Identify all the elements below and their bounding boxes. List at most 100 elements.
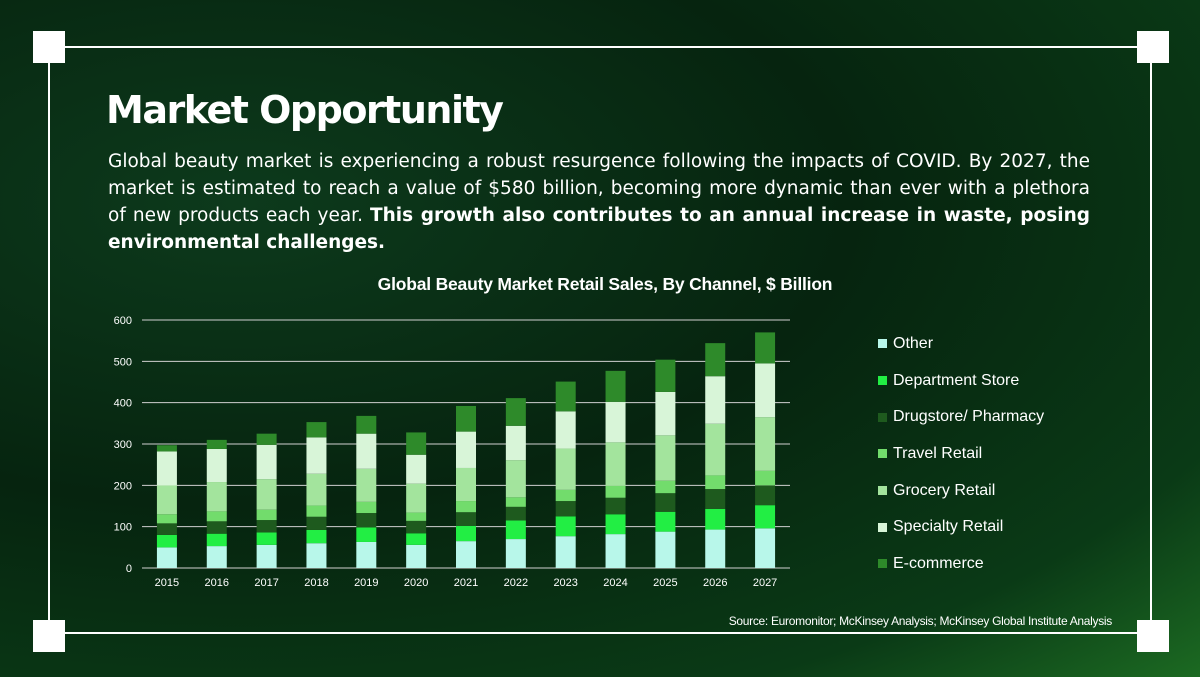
bar-segment-grocery-retail-2024 <box>605 442 626 486</box>
bar-segment-e-commerce-2023 <box>555 381 576 412</box>
corner-square-top-right <box>1137 31 1169 63</box>
bar-segment-grocery-retail-2016 <box>206 482 227 512</box>
bar-segment-specialty-retail-2023 <box>555 411 576 449</box>
y-tick-label: 600 <box>114 315 132 327</box>
y-tick-label: 0 <box>126 563 132 575</box>
bar-segment-specialty-retail-2017 <box>256 444 277 480</box>
legend-item: Department Store <box>878 362 1044 400</box>
bar-segment-grocery-retail-2020 <box>406 483 427 513</box>
x-tick-label: 2016 <box>205 577 229 589</box>
bar-segment-e-commerce-2017 <box>256 433 277 445</box>
bar-segment-department-store-2025 <box>655 511 676 532</box>
bar-segment-other-2023 <box>555 536 576 568</box>
bar-segment-other-2017 <box>256 544 277 568</box>
bar-segment-department-store-2019 <box>356 527 377 542</box>
bar-segment-drugstore-pharmacy-2022 <box>505 506 526 521</box>
legend-label: Travel Retail <box>893 444 983 462</box>
y-tick-label: 200 <box>114 480 132 492</box>
bar-segment-e-commerce-2020 <box>406 432 427 455</box>
bar-segment-other-2015 <box>156 547 177 568</box>
legend-swatch <box>878 449 887 459</box>
bar-segment-e-commerce-2016 <box>206 439 227 449</box>
bar-segment-other-2019 <box>356 541 377 568</box>
bar-segment-specialty-retail-2016 <box>206 448 227 483</box>
description-bold: This growth also contributes to an annua… <box>108 205 1090 253</box>
bar-segment-other-2016 <box>206 546 227 568</box>
bar-segment-department-store-2018 <box>306 529 327 544</box>
bar-segment-drugstore-pharmacy-2026 <box>705 489 726 509</box>
bar-segment-drugstore-pharmacy-2024 <box>605 497 626 515</box>
bar-segment-drugstore-pharmacy-2021 <box>456 512 476 526</box>
legend-label: Specialty Retail <box>893 518 1004 536</box>
bar-segment-travel-retail-2018 <box>306 505 327 517</box>
bar-segment-department-store-2024 <box>605 514 626 535</box>
bar-segment-drugstore-pharmacy-2020 <box>406 520 427 534</box>
x-tick-label: 2022 <box>504 577 528 589</box>
bar-segment-drugstore-pharmacy-2016 <box>206 521 227 534</box>
x-tick-label: 2026 <box>703 577 727 589</box>
y-tick-label: 400 <box>114 398 132 410</box>
x-tick-label: 2019 <box>354 577 378 589</box>
slide-description: Global beauty market is experiencing a r… <box>108 148 1090 256</box>
bar-segment-grocery-retail-2017 <box>256 479 277 510</box>
x-tick-label: 2025 <box>653 577 677 589</box>
y-tick-label: 100 <box>114 522 132 534</box>
bar-segment-e-commerce-2021 <box>456 405 476 432</box>
bar-segment-e-commerce-2015 <box>156 445 177 452</box>
bar-segment-department-store-2021 <box>456 525 476 542</box>
bar-segment-other-2024 <box>605 534 626 568</box>
bar-segment-travel-retail-2016 <box>206 511 227 522</box>
bar-segment-other-2018 <box>306 543 327 568</box>
bar-segment-travel-retail-2021 <box>456 501 476 513</box>
bar-segment-drugstore-pharmacy-2018 <box>306 516 327 530</box>
chart-title: Global Beauty Market Retail Sales, By Ch… <box>377 274 833 294</box>
x-tick-label: 2020 <box>404 577 428 589</box>
bar-segment-e-commerce-2027 <box>755 332 776 364</box>
legend-label: E-commerce <box>893 554 984 572</box>
legend-swatch <box>878 376 887 386</box>
bar-segment-e-commerce-2018 <box>306 422 327 438</box>
legend-item: Travel Retail <box>878 435 1044 473</box>
bar-segment-department-store-2027 <box>755 505 776 529</box>
legend-item: Other <box>878 325 1044 363</box>
bar-segment-specialty-retail-2022 <box>505 425 526 461</box>
bar-segment-grocery-retail-2023 <box>555 448 576 490</box>
bar-segment-grocery-retail-2022 <box>505 460 526 498</box>
bar-segment-grocery-retail-2019 <box>356 468 377 502</box>
bar-segment-e-commerce-2019 <box>356 415 377 434</box>
x-tick-label: 2023 <box>553 577 577 589</box>
legend-swatch <box>878 559 887 569</box>
bar-segment-specialty-retail-2024 <box>605 401 626 443</box>
corner-square-bottom-right <box>1137 620 1169 652</box>
bar-segment-specialty-retail-2019 <box>356 433 377 469</box>
bar-segment-other-2021 <box>456 541 476 568</box>
x-tick-label: 2027 <box>753 577 777 589</box>
bar-segment-e-commerce-2026 <box>705 343 726 377</box>
bar-segment-grocery-retail-2018 <box>306 473 327 506</box>
x-tick-label: 2018 <box>304 577 328 589</box>
bar-segment-department-store-2015 <box>156 534 177 548</box>
bar-segment-grocery-retail-2026 <box>705 423 726 476</box>
legend-label: Department Store <box>893 371 1020 389</box>
bar-segment-specialty-retail-2020 <box>406 454 427 484</box>
bar-segment-drugstore-pharmacy-2023 <box>555 501 576 517</box>
bar-segment-department-store-2023 <box>555 516 576 537</box>
bar-segment-drugstore-pharmacy-2015 <box>156 523 177 535</box>
bar-segment-travel-retail-2025 <box>655 480 676 494</box>
bar-segment-other-2026 <box>705 529 726 568</box>
bar-segment-travel-retail-2019 <box>356 501 377 514</box>
bar-segment-travel-retail-2017 <box>256 509 277 521</box>
bar-segment-department-store-2017 <box>256 532 277 545</box>
bar-segment-specialty-retail-2021 <box>456 431 476 468</box>
slide-title: Market Opportunity <box>106 88 504 132</box>
corner-square-bottom-left <box>33 620 65 652</box>
x-tick-label: 2024 <box>603 577 627 589</box>
bar-segment-drugstore-pharmacy-2027 <box>755 485 776 506</box>
bar-segment-grocery-retail-2027 <box>755 417 776 471</box>
legend-item: E-commerce <box>878 545 1044 583</box>
bar-segment-other-2022 <box>505 539 526 568</box>
legend-swatch <box>878 339 887 349</box>
x-tick-label: 2017 <box>254 577 278 589</box>
y-tick-label: 500 <box>114 356 132 368</box>
bar-segment-drugstore-pharmacy-2017 <box>256 520 277 533</box>
